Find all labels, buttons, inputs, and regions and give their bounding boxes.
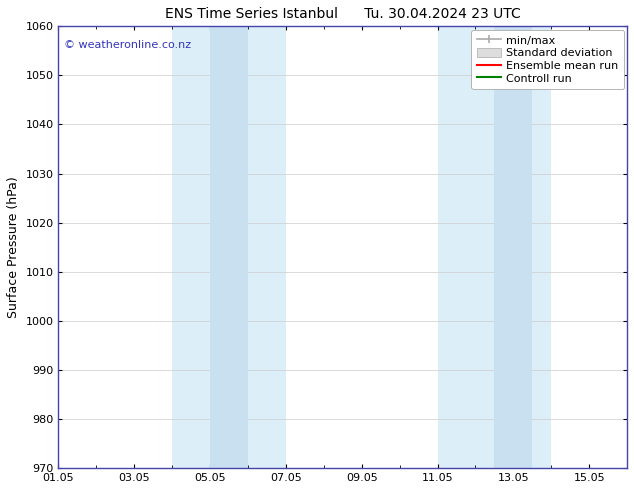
Bar	[437, 26, 551, 468]
Bar	[495, 26, 533, 468]
Legend: min/max, Standard deviation, Ensemble mean run, Controll run: min/max, Standard deviation, Ensemble me…	[472, 29, 624, 89]
Title: ENS Time Series Istanbul      Tu. 30.04.2024 23 UTC: ENS Time Series Istanbul Tu. 30.04.2024 …	[165, 7, 521, 21]
Bar	[210, 26, 248, 468]
Y-axis label: Surface Pressure (hPa): Surface Pressure (hPa)	[7, 176, 20, 318]
Bar	[172, 26, 286, 468]
Text: © weatheronline.co.nz: © weatheronline.co.nz	[64, 40, 191, 49]
